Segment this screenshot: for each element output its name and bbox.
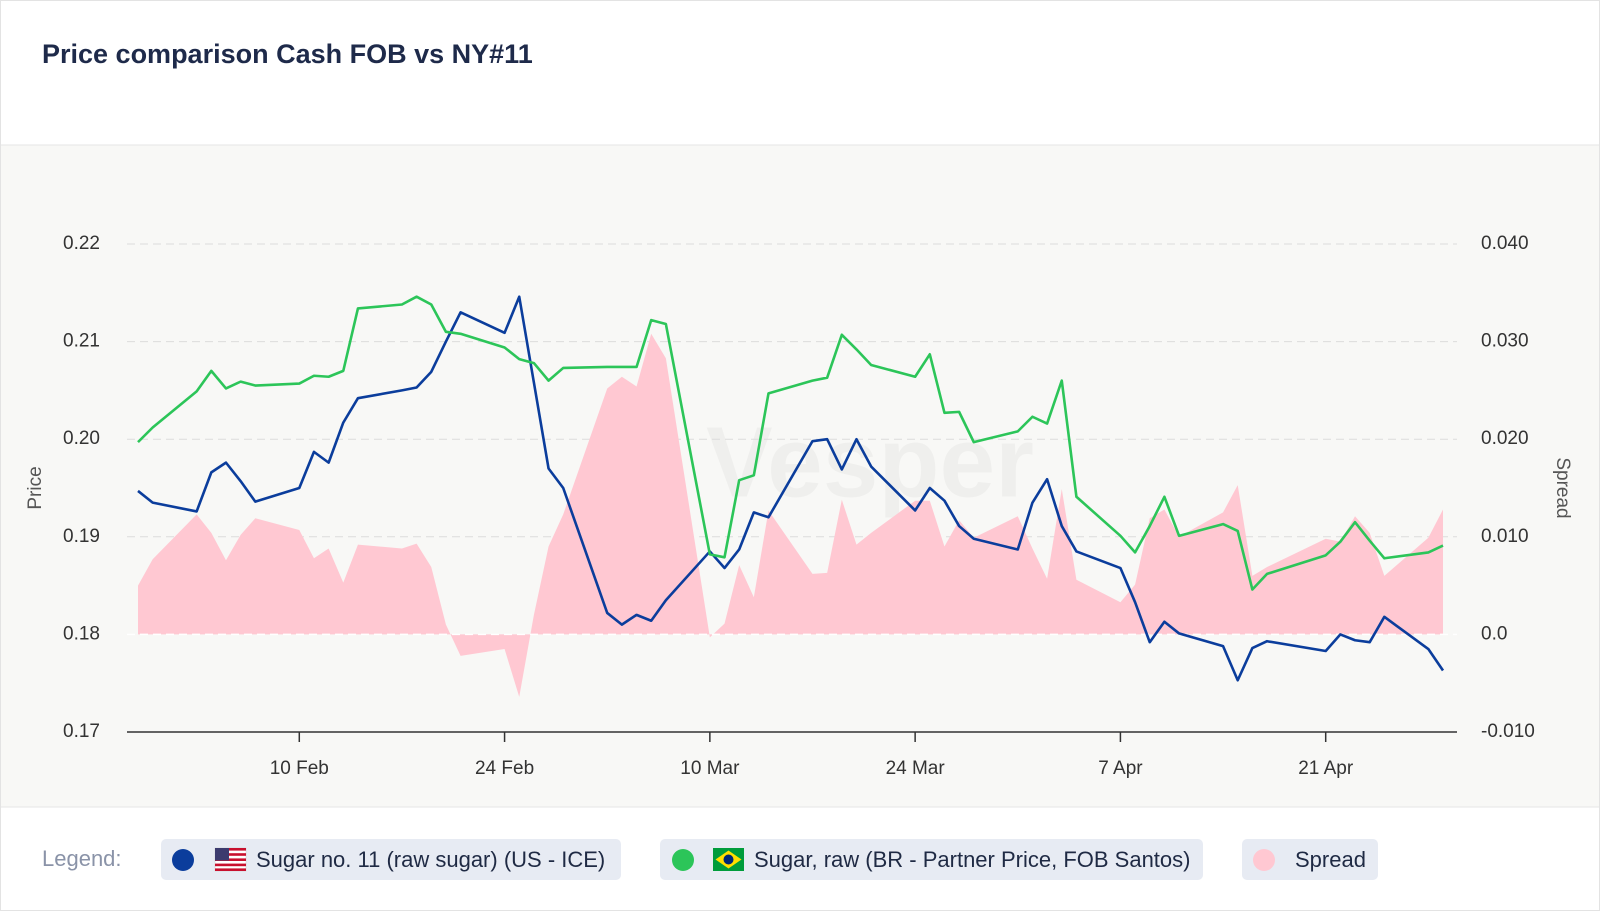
y2-tick-label: 0.030 (1481, 331, 1529, 352)
legend-text: Sugar no. 11 (raw sugar) (US - ICE) (256, 847, 605, 872)
legend-item-bg[interactable] (660, 839, 1203, 880)
spread-area (138, 333, 1443, 697)
series-line (137, 295, 1445, 682)
plot: 0.17 0.18 0.19 0.20 0.21 0.22 -0.010 0.0 0.010 0.… (63, 233, 1535, 779)
y-axis-label: Price (25, 466, 46, 509)
chart-title: Price comparison Cash FOB vs NY#11 (42, 39, 533, 69)
x-tick-label: 7 Apr (1098, 758, 1143, 779)
y2-tick-label: 0.040 (1481, 233, 1529, 254)
plot-background (1, 145, 1599, 807)
legend-swatch (672, 849, 694, 871)
y-tick-label: 0.21 (63, 331, 100, 352)
y-tick-label: 0.18 (63, 623, 100, 644)
y2-tick-label: -0.010 (1481, 721, 1535, 742)
legend-swatch (1253, 849, 1275, 871)
legend-swatch (172, 849, 194, 871)
y-tick-label: 0.20 (63, 428, 100, 449)
y2-tick-label: 0.0 (1481, 623, 1507, 644)
flag-us (214, 847, 247, 872)
flag-br (713, 848, 744, 871)
x-tick-label: 10 Feb (270, 758, 329, 779)
x-tick-label: 10 Mar (680, 758, 740, 779)
x-tick-label: 21 Apr (1298, 758, 1354, 779)
x-tick-label: 24 Mar (886, 758, 946, 779)
y-tick-label: 0.17 (63, 721, 100, 742)
legend-text: Sugar, raw (BR - Partner Price, FOB Sant… (754, 847, 1190, 872)
legend-item-bg[interactable] (1242, 839, 1378, 880)
legend-text: Spread (1295, 847, 1366, 872)
series-line (137, 295, 1444, 591)
y2-tick-label: 0.010 (1481, 526, 1529, 547)
x-tick-label: 24 Feb (475, 758, 534, 779)
y-tick-label: 0.22 (63, 233, 100, 254)
y-tick-label: 0.19 (63, 526, 100, 547)
legend: Sugar no. 11 (raw sugar) (US - ICE) Suga… (161, 839, 1378, 880)
legend-label: Legend: (42, 846, 122, 871)
y2-axis-label: Spread (1552, 457, 1573, 518)
y2-tick-label: 0.020 (1481, 428, 1529, 449)
legend-item-bg[interactable] (161, 839, 621, 880)
